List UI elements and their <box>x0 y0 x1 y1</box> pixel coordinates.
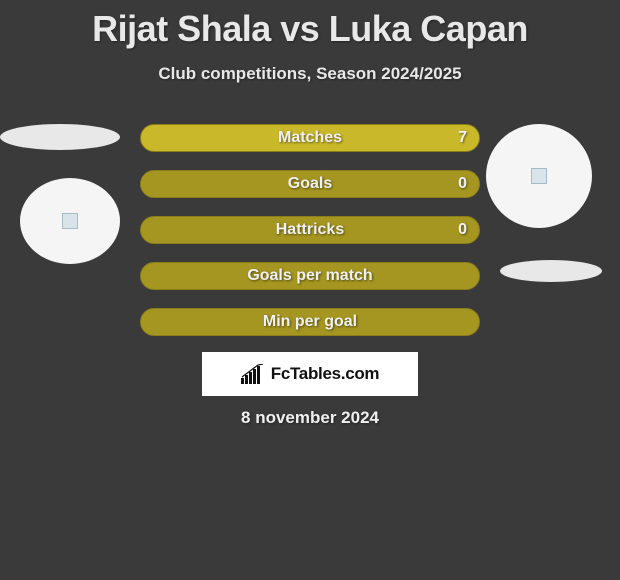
left-player-avatar <box>20 178 120 264</box>
stat-bars: Matches7Goals0Hattricks0Goals per matchM… <box>140 124 480 354</box>
stat-bar: Hattricks0 <box>140 216 480 244</box>
stat-label: Hattricks <box>141 217 479 243</box>
stat-label: Goals per match <box>141 263 479 289</box>
stat-bar: Goals per match <box>140 262 480 290</box>
right-player-avatar <box>486 124 592 228</box>
stat-right-value: 0 <box>458 171 467 197</box>
stat-right-value: 7 <box>458 125 467 151</box>
stat-label: Min per goal <box>141 309 479 335</box>
stat-label: Matches <box>141 125 479 151</box>
left-team-crest-ellipse <box>0 124 120 150</box>
brand-badge: FcTables.com <box>202 352 418 396</box>
placeholder-icon <box>531 168 547 184</box>
placeholder-icon <box>62 213 78 229</box>
page-title: Rijat Shala vs Luka Capan <box>0 0 620 50</box>
right-team-crest-ellipse <box>500 260 602 282</box>
stat-bar: Goals0 <box>140 170 480 198</box>
page-subtitle: Club competitions, Season 2024/2025 <box>0 64 620 84</box>
stat-label: Goals <box>141 171 479 197</box>
stat-right-value: 0 <box>458 217 467 243</box>
stat-bar: Matches7 <box>140 124 480 152</box>
date-text: 8 november 2024 <box>0 408 620 428</box>
brand-text: FcTables.com <box>271 364 380 384</box>
stat-bar: Min per goal <box>140 308 480 336</box>
bar-chart-icon <box>241 364 265 384</box>
